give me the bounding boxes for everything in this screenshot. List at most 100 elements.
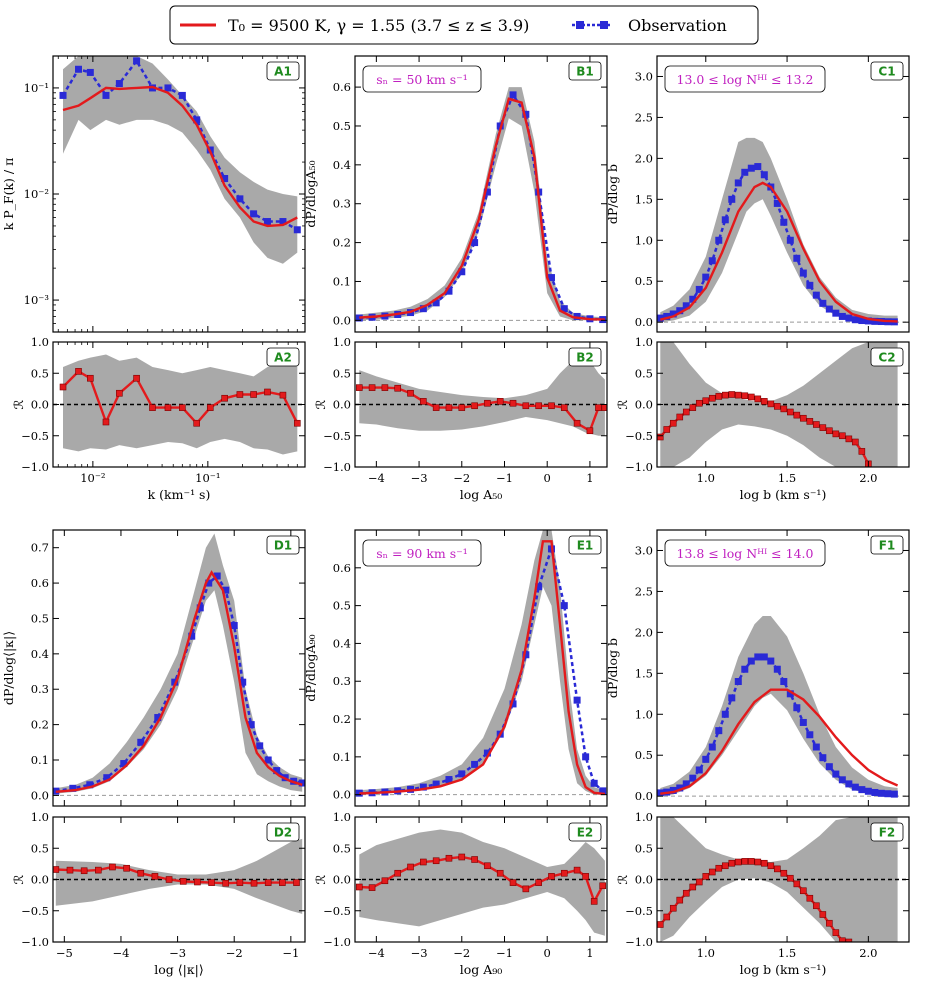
panel-tag: C2 (878, 351, 895, 365)
panel-frame (354, 529, 608, 807)
model-line (660, 181, 898, 323)
observation-point (471, 239, 479, 247)
observation-point (832, 309, 840, 317)
panel-tag: B2 (576, 351, 594, 365)
observation-point (806, 731, 814, 739)
y-tick-label: 0.0 (333, 788, 351, 802)
x-tick-label: −3 (411, 471, 428, 485)
y-tick-label: 1.0 (635, 335, 653, 349)
panel-c1: 0.0 0.5 1.0 1.5 2.0 2.5 3.0 dP/dlog b C1 13.0 ≤ l… (605, 55, 910, 333)
residual-point (137, 869, 145, 877)
observation-point (263, 218, 271, 226)
observation-point (599, 787, 607, 795)
residual-point (560, 869, 568, 877)
y-tick-label: 3.0 (635, 543, 653, 557)
x-axis-label: log A₉₀ (460, 962, 503, 977)
observation-point (115, 80, 123, 88)
plot-area (53, 354, 305, 455)
y-axis-label: ℛ (313, 874, 328, 884)
residual-point (657, 433, 664, 441)
x-tick-label: 1.5 (778, 946, 796, 960)
y-tick-label: 1.0 (635, 810, 653, 824)
observation-point (845, 314, 853, 322)
residual-point (123, 864, 130, 872)
observation-point (728, 694, 736, 702)
observation-point (754, 653, 762, 661)
residual-point (767, 400, 775, 408)
observation-point (851, 783, 859, 791)
panel-tag: D2 (274, 826, 292, 840)
y-tick-label: 0.0 (31, 873, 49, 887)
annotation-box (664, 65, 826, 93)
y-tick-label: −0.5 (21, 904, 49, 918)
y-tick-label: 0.5 (333, 599, 351, 613)
residual-point (800, 887, 807, 895)
y-tick-label: −1.0 (21, 460, 49, 474)
panel-tag: B1 (576, 65, 594, 79)
residual-point (599, 882, 607, 890)
observation-point (69, 784, 77, 792)
observation-point (419, 783, 427, 791)
observation-point (884, 790, 892, 798)
residual-point (839, 432, 846, 440)
y-tick-label: 0.3 (333, 197, 351, 211)
y-tick-label: −0.5 (625, 429, 653, 443)
observation-point (806, 281, 814, 289)
y-tick-label: 0.4 (31, 647, 49, 661)
panel-tag-box (568, 347, 602, 367)
model-line (359, 97, 605, 321)
y-tick-label: 0.5 (333, 841, 351, 855)
residual-point (695, 878, 703, 886)
residual-point (116, 389, 123, 397)
panel-tag-box (870, 535, 904, 555)
y-tick-label: 0.2 (31, 718, 49, 732)
y-tick-label: 0.5 (635, 366, 653, 380)
observation-point (445, 287, 453, 295)
observation-point (432, 780, 440, 788)
y-tick-label: 0.5 (635, 274, 653, 288)
residual-point (682, 408, 690, 416)
residual-point (754, 395, 762, 403)
residual-point (149, 404, 156, 411)
y-tick-label: 10⁻¹ (24, 81, 49, 95)
y-tick-label: 1.5 (635, 666, 653, 680)
observation-point (293, 226, 301, 234)
observation-point (103, 774, 111, 782)
y-tick-label: 1.0 (31, 810, 49, 824)
residual-point (279, 391, 287, 399)
y-tick-label: 0.1 (333, 750, 351, 764)
panel-frame (656, 55, 910, 333)
observation-point (547, 274, 555, 282)
y-axis-label: k P_F(k) / π (1, 158, 16, 231)
y-tick-label: 0.0 (31, 788, 49, 802)
uncertainty-band (660, 616, 898, 797)
residual-point (793, 880, 801, 888)
plot-area (355, 829, 607, 936)
residual-point (787, 408, 794, 416)
observation-point (458, 770, 466, 778)
residual-point (747, 858, 755, 865)
residual-point (53, 866, 60, 873)
observation-point (825, 763, 833, 771)
residual-point (206, 404, 214, 411)
residual-point (236, 879, 244, 886)
panel-tag: A2 (274, 351, 292, 365)
x-tick-label: −4 (112, 946, 129, 960)
residual-point (734, 391, 742, 399)
y-tick-label: 0.0 (635, 315, 653, 329)
observation-point (590, 779, 598, 787)
legend-observation-label: Observation (628, 16, 727, 35)
x-tick-label: 1 (586, 946, 593, 960)
observation-point (298, 779, 305, 787)
x-axis-label: log A₅₀ (460, 487, 503, 502)
y-axis-label: dP/dlogA₅₀ (303, 160, 318, 227)
y-tick-label: 0.7 (31, 541, 49, 555)
observation-point (741, 168, 749, 176)
residual-point (535, 402, 542, 410)
y-tick-label: −0.5 (625, 904, 653, 918)
residual-point (407, 389, 414, 397)
x-axis-label: log b (km s⁻¹) (740, 962, 827, 977)
observation-point (780, 678, 788, 686)
y-tick-label: 0.0 (635, 398, 653, 412)
residual-point (858, 448, 866, 455)
